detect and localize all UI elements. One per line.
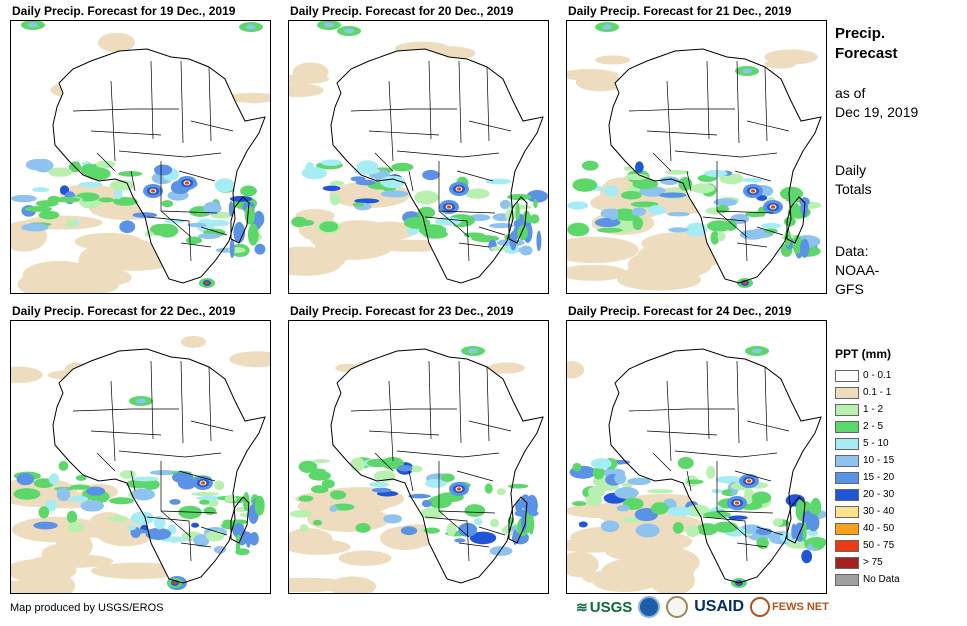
precip-map [566,320,827,594]
ppt-legend: PPT (mm) 0 - 0.1 0.1 - 1 1 - 2 2 - 5 5 - 10 1… [835,347,900,588]
as-of-value: Dec 19, 2019 [835,104,919,120]
legend-swatch [835,403,859,416]
legend-label: 15 - 20 [863,472,895,483]
data-line1: Data: [835,243,869,259]
as-of-date: as of Dec 19, 2019 [835,84,918,122]
legend-item: 0 - 0.1 [835,367,900,384]
legend-label: 1 - 2 [863,404,884,415]
legend-item: 15 - 20 [835,469,900,486]
legend-swatch [835,522,859,535]
legend-item: 30 - 40 [835,503,900,520]
as-of-label: as of [835,85,866,101]
precip-map [10,20,271,294]
panel-title: Daily Precip. Forecast for 22 Dec., 2019 [12,304,236,318]
forecast-panel-21-dec: Daily Precip. Forecast for 21 Dec., 2019 [566,4,828,296]
panel-title: Daily Precip. Forecast for 19 Dec., 2019 [12,4,236,18]
precip-map [10,320,271,594]
legend-item: No Data [835,571,900,588]
legend-swatch [835,573,859,586]
legend-label: 40 - 50 [863,523,895,534]
legend-swatch [835,488,859,501]
precip-map [288,20,549,294]
usgs-logo: ≋ USGS [576,598,633,616]
legend-label: No Data [863,574,900,585]
data-line2: NOAA- [835,262,880,278]
legend-item: 50 - 75 [835,537,900,554]
legend-item: 0.1 - 1 [835,384,900,401]
legend-swatch [835,386,859,399]
side-title-line2: Forecast [835,45,898,62]
legend-item: 2 - 5 [835,418,900,435]
forecast-panel-24-dec: Daily Precip. Forecast for 24 Dec., 2019 [566,304,828,596]
legend-item: 20 - 30 [835,486,900,503]
legend-label: 20 - 30 [863,489,895,500]
panel-title: Daily Precip. Forecast for 23 Dec., 2019 [290,304,514,318]
legend-swatch [835,471,859,484]
seal-logo-icon [666,596,689,618]
legend-label: 0.1 - 1 [863,387,892,398]
legend-item: 5 - 10 [835,435,900,452]
panel-title: Daily Precip. Forecast for 21 Dec., 2019 [568,4,792,18]
forecast-panel-19-dec: Daily Precip. Forecast for 19 Dec., 2019 [10,4,272,296]
side-title-line1: Precip. [835,25,886,42]
panel-title: Daily Precip. Forecast for 20 Dec., 2019 [290,4,514,18]
legend-item: 1 - 2 [835,401,900,418]
totals-line2: Totals [835,181,872,197]
forecast-panel-20-dec: Daily Precip. Forecast for 20 Dec., 2019 [288,4,550,296]
legend-label: 0 - 0.1 [863,370,892,381]
forecast-panel-23-dec: Daily Precip. Forecast for 23 Dec., 2019 [288,304,550,596]
legend-item: 40 - 50 [835,520,900,537]
data-source: Data: NOAA- GFS [835,242,879,299]
precip-map [288,320,549,594]
usaid-logo: USAID [694,598,745,615]
fews-net-logo: FEWS NET [750,597,829,617]
legend-swatch [835,437,859,450]
legend-label: > 75 [863,557,883,568]
totals-note: Daily Totals [835,161,872,199]
side-title: Precip. Forecast [835,24,898,64]
legend-item: > 75 [835,554,900,571]
legend-swatch [835,369,859,382]
panel-title: Daily Precip. Forecast for 24 Dec., 2019 [568,304,792,318]
legend-item: 10 - 15 [835,452,900,469]
legend-label: 2 - 5 [863,421,884,432]
precip-map [566,20,827,294]
legend-swatch [835,420,859,433]
legend-title: PPT (mm) [835,347,892,361]
forecast-panel-22-dec: Daily Precip. Forecast for 22 Dec., 2019 [10,304,272,596]
credit-text: Map produced by USGS/EROS [10,602,164,614]
noaa-logo-icon [638,596,661,618]
data-line3: GFS [835,281,864,297]
legend-swatch [835,505,859,518]
logo-strip: ≋ USGS USAID FEWS NET [576,594,829,620]
legend-label: 50 - 75 [863,540,895,551]
legend-swatch [835,556,859,569]
legend-swatch [835,454,859,467]
legend-label: 30 - 40 [863,506,895,517]
totals-line1: Daily [835,162,867,178]
legend-label: 10 - 15 [863,455,895,466]
legend-label: 5 - 10 [863,438,889,449]
legend-swatch [835,539,859,552]
